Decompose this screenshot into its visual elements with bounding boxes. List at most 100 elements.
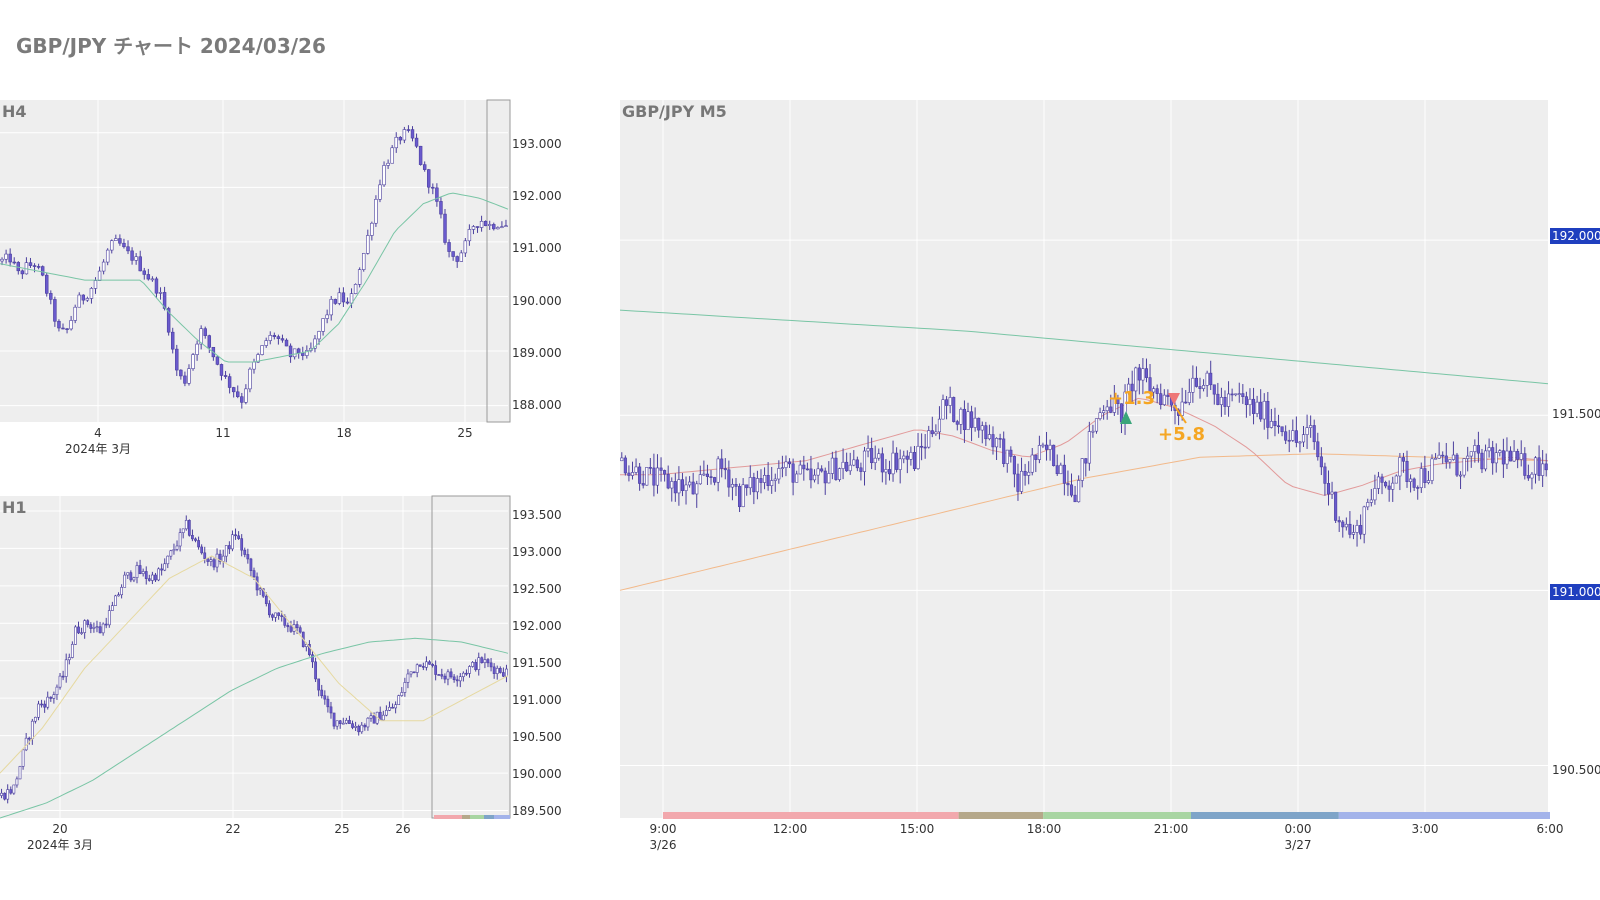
candle-body bbox=[304, 644, 308, 648]
candle-body bbox=[261, 588, 265, 597]
candle-body bbox=[200, 546, 204, 554]
candle-body bbox=[85, 298, 90, 301]
m5-x-tick: 3:00 bbox=[1412, 822, 1439, 836]
candle-body bbox=[937, 418, 941, 433]
h1-title: H1 bbox=[2, 498, 27, 517]
candle-body bbox=[723, 468, 727, 471]
candle-body bbox=[252, 570, 256, 578]
candle-body bbox=[154, 574, 157, 581]
candle-body bbox=[830, 457, 834, 474]
candle-body bbox=[1130, 383, 1134, 392]
candle-body bbox=[1380, 476, 1384, 483]
candle-body bbox=[1512, 451, 1516, 462]
candle-body bbox=[1048, 444, 1052, 450]
session-segment bbox=[1043, 812, 1191, 819]
h4-y-ticks: 193.000 192.000 191.000 190.000 189.000 … bbox=[512, 137, 562, 412]
m5-x-sub-label: 3/26 bbox=[650, 838, 677, 852]
m5-ma-orange bbox=[619, 453, 1549, 591]
price-tag bbox=[1550, 584, 1600, 600]
candle-body bbox=[74, 626, 77, 645]
candle-body bbox=[798, 464, 802, 475]
candle-body bbox=[321, 318, 325, 332]
candle-body bbox=[1094, 418, 1099, 432]
candle-body bbox=[458, 676, 462, 682]
h1-session-segment bbox=[462, 815, 470, 819]
candle-body bbox=[199, 328, 203, 345]
candle-body bbox=[489, 662, 493, 668]
session-segment bbox=[1338, 812, 1550, 819]
candle-body bbox=[434, 665, 438, 675]
candle-body bbox=[135, 565, 139, 578]
candle-body bbox=[268, 603, 271, 616]
candle-body bbox=[1401, 457, 1405, 462]
candle-body bbox=[998, 438, 1002, 440]
candle-body bbox=[117, 594, 120, 597]
candle-body bbox=[1102, 410, 1106, 414]
candle-body bbox=[1473, 445, 1477, 452]
candle-body bbox=[1209, 372, 1213, 386]
h4-x-ticks: 4 11 18 25 2024年 3月 bbox=[65, 426, 473, 456]
candle-body bbox=[1087, 431, 1091, 464]
candle-body bbox=[880, 453, 884, 473]
candle-body bbox=[166, 555, 170, 565]
candle-body bbox=[353, 284, 358, 294]
candle-body bbox=[1508, 450, 1513, 462]
candle-body bbox=[1544, 463, 1548, 471]
candle-body bbox=[141, 571, 145, 574]
candle-body bbox=[680, 479, 685, 491]
candle-body bbox=[32, 265, 37, 267]
candle-body bbox=[58, 675, 62, 688]
candle-body bbox=[465, 672, 468, 675]
candle-body bbox=[305, 350, 309, 356]
candle-body bbox=[1077, 480, 1081, 503]
candle-body bbox=[98, 626, 102, 634]
candle-body bbox=[451, 251, 455, 257]
candle-body bbox=[1291, 430, 1295, 441]
m5-x-tick: 18:00 bbox=[1027, 822, 1062, 836]
h1-x-ticks: 20 22 25 26 2024年 3月 bbox=[27, 822, 411, 852]
candle-body bbox=[18, 766, 22, 780]
candle-body bbox=[1480, 452, 1484, 470]
candle-body bbox=[1373, 488, 1377, 501]
candle-body bbox=[428, 661, 431, 665]
candle-body bbox=[487, 224, 492, 226]
candle-body bbox=[138, 256, 142, 272]
candle-body bbox=[394, 136, 398, 149]
candle-body bbox=[332, 712, 336, 727]
candle-body bbox=[1187, 392, 1191, 403]
candle-body bbox=[905, 455, 909, 460]
candle-body bbox=[400, 692, 404, 696]
candle-body bbox=[142, 270, 146, 275]
candle-body bbox=[83, 620, 87, 633]
candle-body bbox=[1359, 525, 1363, 535]
candle-body bbox=[333, 299, 338, 304]
candle-body bbox=[0, 258, 4, 262]
candle-body bbox=[218, 553, 222, 562]
candle-body bbox=[670, 481, 674, 489]
candle-body bbox=[195, 343, 199, 355]
candle-body bbox=[351, 723, 354, 728]
candle-body bbox=[852, 459, 856, 466]
h4-x-sub-label: 2024年 3月 bbox=[65, 442, 131, 456]
candle-body bbox=[175, 545, 179, 550]
candle-body bbox=[1009, 449, 1013, 457]
candle-body bbox=[105, 249, 110, 263]
candle-body bbox=[272, 335, 277, 337]
candle-body bbox=[215, 356, 220, 365]
candle-body bbox=[329, 706, 333, 714]
candle-body bbox=[505, 668, 508, 677]
h1-y-tick: 193.000 bbox=[512, 545, 562, 559]
candle-body bbox=[1437, 454, 1441, 459]
candle-body bbox=[37, 703, 40, 718]
h1-x-tick: 20 bbox=[52, 822, 67, 836]
candle-body bbox=[1409, 478, 1413, 482]
m5-x-sub-label: 3/27 bbox=[1285, 838, 1312, 852]
candle-body bbox=[181, 528, 185, 533]
candle-body bbox=[784, 461, 788, 468]
candle-body bbox=[341, 292, 346, 303]
candle-body bbox=[504, 225, 508, 228]
candle-body bbox=[1251, 398, 1256, 414]
candle-body bbox=[97, 270, 102, 281]
candle-body bbox=[134, 256, 138, 261]
candle-body bbox=[311, 654, 314, 663]
